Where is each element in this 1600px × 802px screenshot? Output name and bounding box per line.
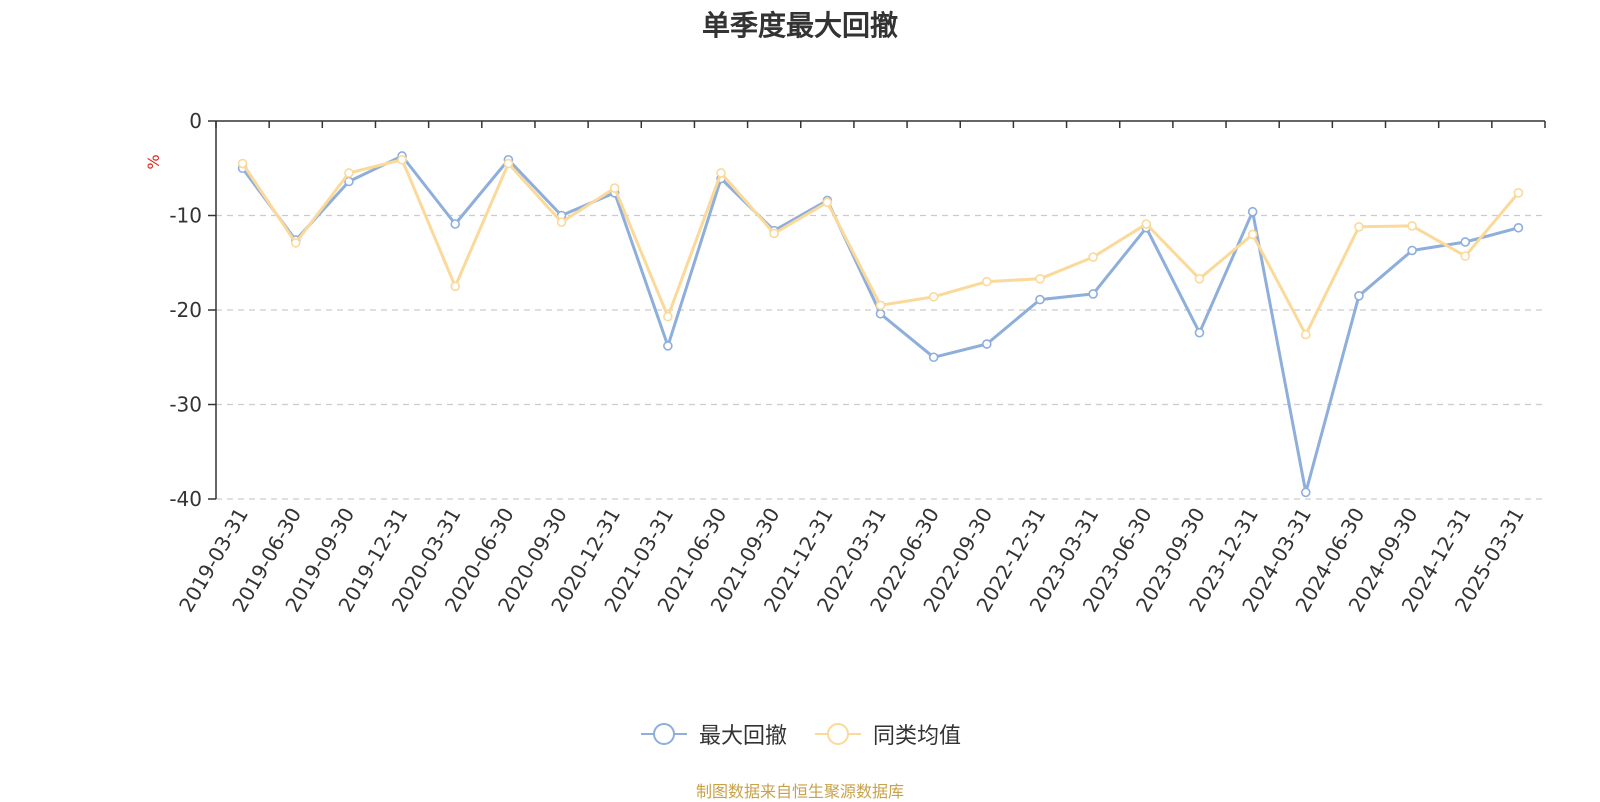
y-axis-label: %: [144, 154, 163, 169]
legend-marker-series-0: [640, 723, 687, 745]
series-1-point-17: [1141, 219, 1152, 229]
series-0-point-15: [1035, 294, 1045, 305]
series-0-point-18: [1194, 327, 1205, 338]
series-1-point-5: [503, 158, 514, 169]
legend-item-series-1[interactable]: 同类均值: [813, 718, 961, 750]
series-1-point-20: [1300, 329, 1311, 340]
series-0-point-16: [1088, 289, 1098, 299]
legend-item-series-0[interactable]: 最大回撤: [639, 718, 787, 750]
series-0-point-23: [1460, 237, 1471, 247]
series-1-point-4: [450, 281, 461, 292]
series-1-point-15: [1035, 274, 1045, 284]
series-0-point-8: [663, 341, 673, 351]
y-tick-label-3: -30: [169, 393, 202, 417]
series-0-point-12: [875, 308, 886, 319]
series-0-point-4: [450, 219, 461, 229]
legend-marker-series-1: [815, 723, 861, 745]
series-line-0: [241, 154, 1519, 494]
series-0-point-20: [1300, 487, 1311, 498]
series-1-point-19: [1247, 229, 1258, 240]
series-0-point-14: [982, 339, 992, 349]
y-tick-label-2: -20: [169, 298, 202, 322]
grid-lines: [216, 214, 1545, 500]
axes: [208, 120, 1546, 500]
series-0-point-21: [1354, 291, 1364, 301]
legend-label-series-1: 同类均值: [873, 724, 962, 749]
series-1-point-16: [1088, 252, 1098, 262]
series-lines: [237, 151, 1524, 498]
series-1-point-11: [822, 197, 833, 208]
y-tick-label-0: 0: [189, 109, 202, 133]
series-0-point-19: [1247, 206, 1258, 217]
series-1-point-10: [769, 228, 779, 239]
series-1-point-22: [1407, 221, 1417, 231]
series-0-point-22: [1407, 245, 1417, 256]
series-1-point-8: [663, 311, 673, 322]
legend: 最大回撤 同类均值: [0, 718, 1600, 750]
series-1-point-24: [1513, 188, 1524, 198]
series-1-point-13: [928, 291, 939, 302]
legend-label-series-0: 最大回撤: [698, 724, 787, 749]
series-1-point-1: [290, 238, 301, 248]
series-1-point-3: [397, 154, 407, 165]
y-tick-label-4: -40: [169, 487, 202, 511]
y-tick-label-1: -10: [169, 204, 202, 228]
series-1-point-0: [237, 158, 248, 169]
series-1-point-12: [875, 300, 886, 311]
series-1-point-18: [1194, 274, 1205, 284]
series-0-point-13: [928, 352, 939, 363]
series-1-point-14: [982, 276, 992, 287]
series-1-point-2: [344, 168, 354, 178]
source-note: 制图数据来自恒生聚源数据库: [695, 782, 904, 801]
series-1-point-21: [1354, 222, 1364, 232]
chart-title: 单季度最大回撤: [701, 9, 898, 42]
series-1-point-7: [609, 183, 620, 193]
series-1-point-23: [1460, 251, 1471, 261]
series-1-point-6: [556, 217, 567, 227]
series-1-point-9: [716, 168, 726, 178]
series-0-point-24: [1513, 222, 1524, 233]
